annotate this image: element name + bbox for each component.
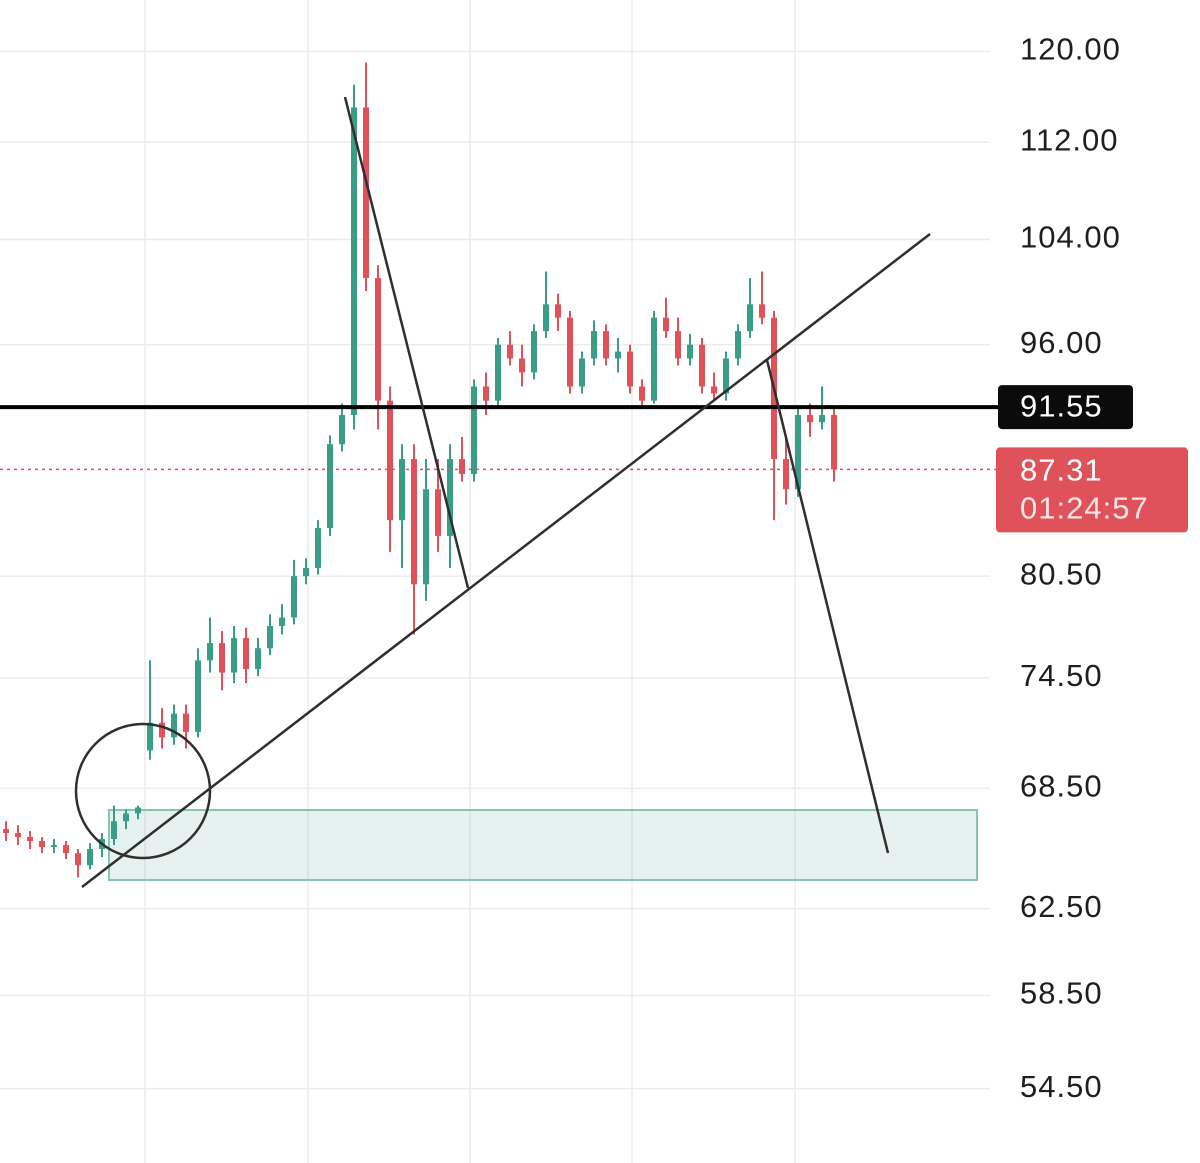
candle-body xyxy=(135,807,141,814)
candle-body xyxy=(663,317,669,332)
candle-body xyxy=(267,626,273,649)
highlight-circle xyxy=(74,722,212,860)
candle-body xyxy=(147,722,153,751)
y-tick-label: 54.50 xyxy=(1020,1069,1103,1104)
candle-body xyxy=(75,853,81,866)
candle-body xyxy=(219,643,225,673)
candle-body xyxy=(699,344,705,387)
candle-body xyxy=(531,331,537,373)
candle-body xyxy=(27,837,33,842)
candle-body xyxy=(459,459,465,475)
candle-body xyxy=(279,617,285,627)
y-tick-label: 96.00 xyxy=(1020,325,1103,360)
last-price-box xyxy=(996,447,1188,533)
y-tick-label: 120.00 xyxy=(1020,32,1121,67)
candle-body xyxy=(807,415,813,423)
y-tick-label: 80.50 xyxy=(1020,556,1103,591)
candle-body xyxy=(195,660,201,732)
candle-body xyxy=(87,849,93,866)
candle-body xyxy=(495,344,501,401)
candle-body xyxy=(759,304,765,318)
candle-body xyxy=(483,386,489,401)
candle-body xyxy=(51,845,57,848)
countdown-label: 01:24:57 xyxy=(1020,491,1149,526)
candle-body xyxy=(423,489,429,585)
candle-body xyxy=(207,643,213,661)
y-tick-label: 74.50 xyxy=(1020,658,1103,693)
candle-body xyxy=(339,415,345,445)
candle-body xyxy=(783,459,789,490)
candle-body xyxy=(555,304,561,318)
candle-body xyxy=(567,317,573,387)
y-tick-label: 104.00 xyxy=(1020,220,1121,255)
candle-body xyxy=(231,637,237,673)
candle-body xyxy=(675,331,681,359)
y-tick-label: 68.50 xyxy=(1020,768,1103,803)
candle-body xyxy=(603,331,609,359)
projection-line xyxy=(765,359,890,854)
candle-body xyxy=(447,459,453,536)
candle-body xyxy=(171,713,177,738)
candle-body xyxy=(399,459,405,521)
candle-body xyxy=(723,358,729,394)
candle-body xyxy=(315,528,321,568)
candle-body xyxy=(111,821,117,840)
candle-body xyxy=(3,829,9,834)
candle-body xyxy=(303,567,309,577)
candle-body xyxy=(255,648,261,670)
candle-body xyxy=(639,386,645,401)
candle-body xyxy=(795,415,801,490)
vertical-grid xyxy=(144,0,796,1163)
y-tick-label: 112.00 xyxy=(1020,122,1119,157)
candle-body xyxy=(15,833,21,838)
candle-body xyxy=(519,358,525,373)
candle-body xyxy=(543,304,549,332)
candle-body xyxy=(411,459,417,585)
candle-body xyxy=(243,637,249,670)
candle-body xyxy=(831,415,837,470)
candle-body xyxy=(591,331,597,359)
candle-body xyxy=(471,386,477,475)
candle-body xyxy=(39,841,45,848)
candle-body xyxy=(375,278,381,401)
level-label-box xyxy=(998,385,1133,430)
candle-body xyxy=(159,722,165,738)
candle-body xyxy=(183,713,189,732)
candle-body xyxy=(387,400,393,521)
last-price-label: 87.31 xyxy=(1020,453,1103,488)
candle-body xyxy=(291,576,297,618)
trend-line xyxy=(81,233,931,888)
candle-body xyxy=(63,845,69,854)
y-tick-label: 58.50 xyxy=(1020,976,1103,1011)
candle-body xyxy=(627,351,633,387)
candle-body xyxy=(327,444,333,529)
candle-body xyxy=(651,317,657,401)
candle-body xyxy=(351,107,357,416)
candle-body xyxy=(363,107,369,279)
candle-body xyxy=(123,813,129,822)
trend-line xyxy=(343,96,470,589)
candle-body xyxy=(507,344,513,359)
y-tick-label: 62.50 xyxy=(1020,889,1103,924)
candle-body xyxy=(687,344,693,359)
candle-body xyxy=(747,304,753,332)
level-label: 91.55 xyxy=(1020,388,1103,423)
candle-body xyxy=(435,489,441,536)
demand-zone xyxy=(108,809,978,881)
candle-body xyxy=(615,351,621,359)
candle-body xyxy=(579,358,585,387)
candle-body xyxy=(711,386,717,394)
candle-body xyxy=(819,415,825,423)
candle-body xyxy=(735,331,741,359)
